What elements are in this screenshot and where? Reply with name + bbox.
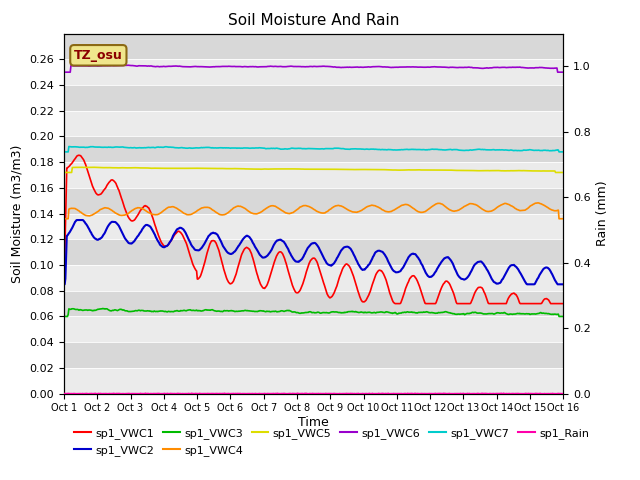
Text: TZ_osu: TZ_osu [74,49,123,62]
Bar [64,368,563,394]
Bar [64,291,563,316]
Legend: sp1_VWC1, sp1_VWC2, sp1_VWC3, sp1_VWC4, sp1_VWC5, sp1_VWC6, sp1_VWC7, sp1_Rain: sp1_VWC1, sp1_VWC2, sp1_VWC3, sp1_VWC4, … [70,424,594,460]
Bar [64,240,563,265]
Bar [64,85,563,111]
Bar [64,34,563,60]
Title: Soil Moisture And Rain: Soil Moisture And Rain [228,13,399,28]
Bar [64,162,563,188]
Y-axis label: Soil Moisture (m3/m3): Soil Moisture (m3/m3) [11,144,24,283]
Bar [64,111,563,136]
Bar [64,342,563,368]
Bar [64,136,563,162]
X-axis label: Time: Time [298,416,329,429]
Y-axis label: Rain (mm): Rain (mm) [596,181,609,246]
Bar [64,188,563,214]
Bar [64,214,563,240]
Bar [64,316,563,342]
Bar [64,60,563,85]
Bar [64,265,563,291]
